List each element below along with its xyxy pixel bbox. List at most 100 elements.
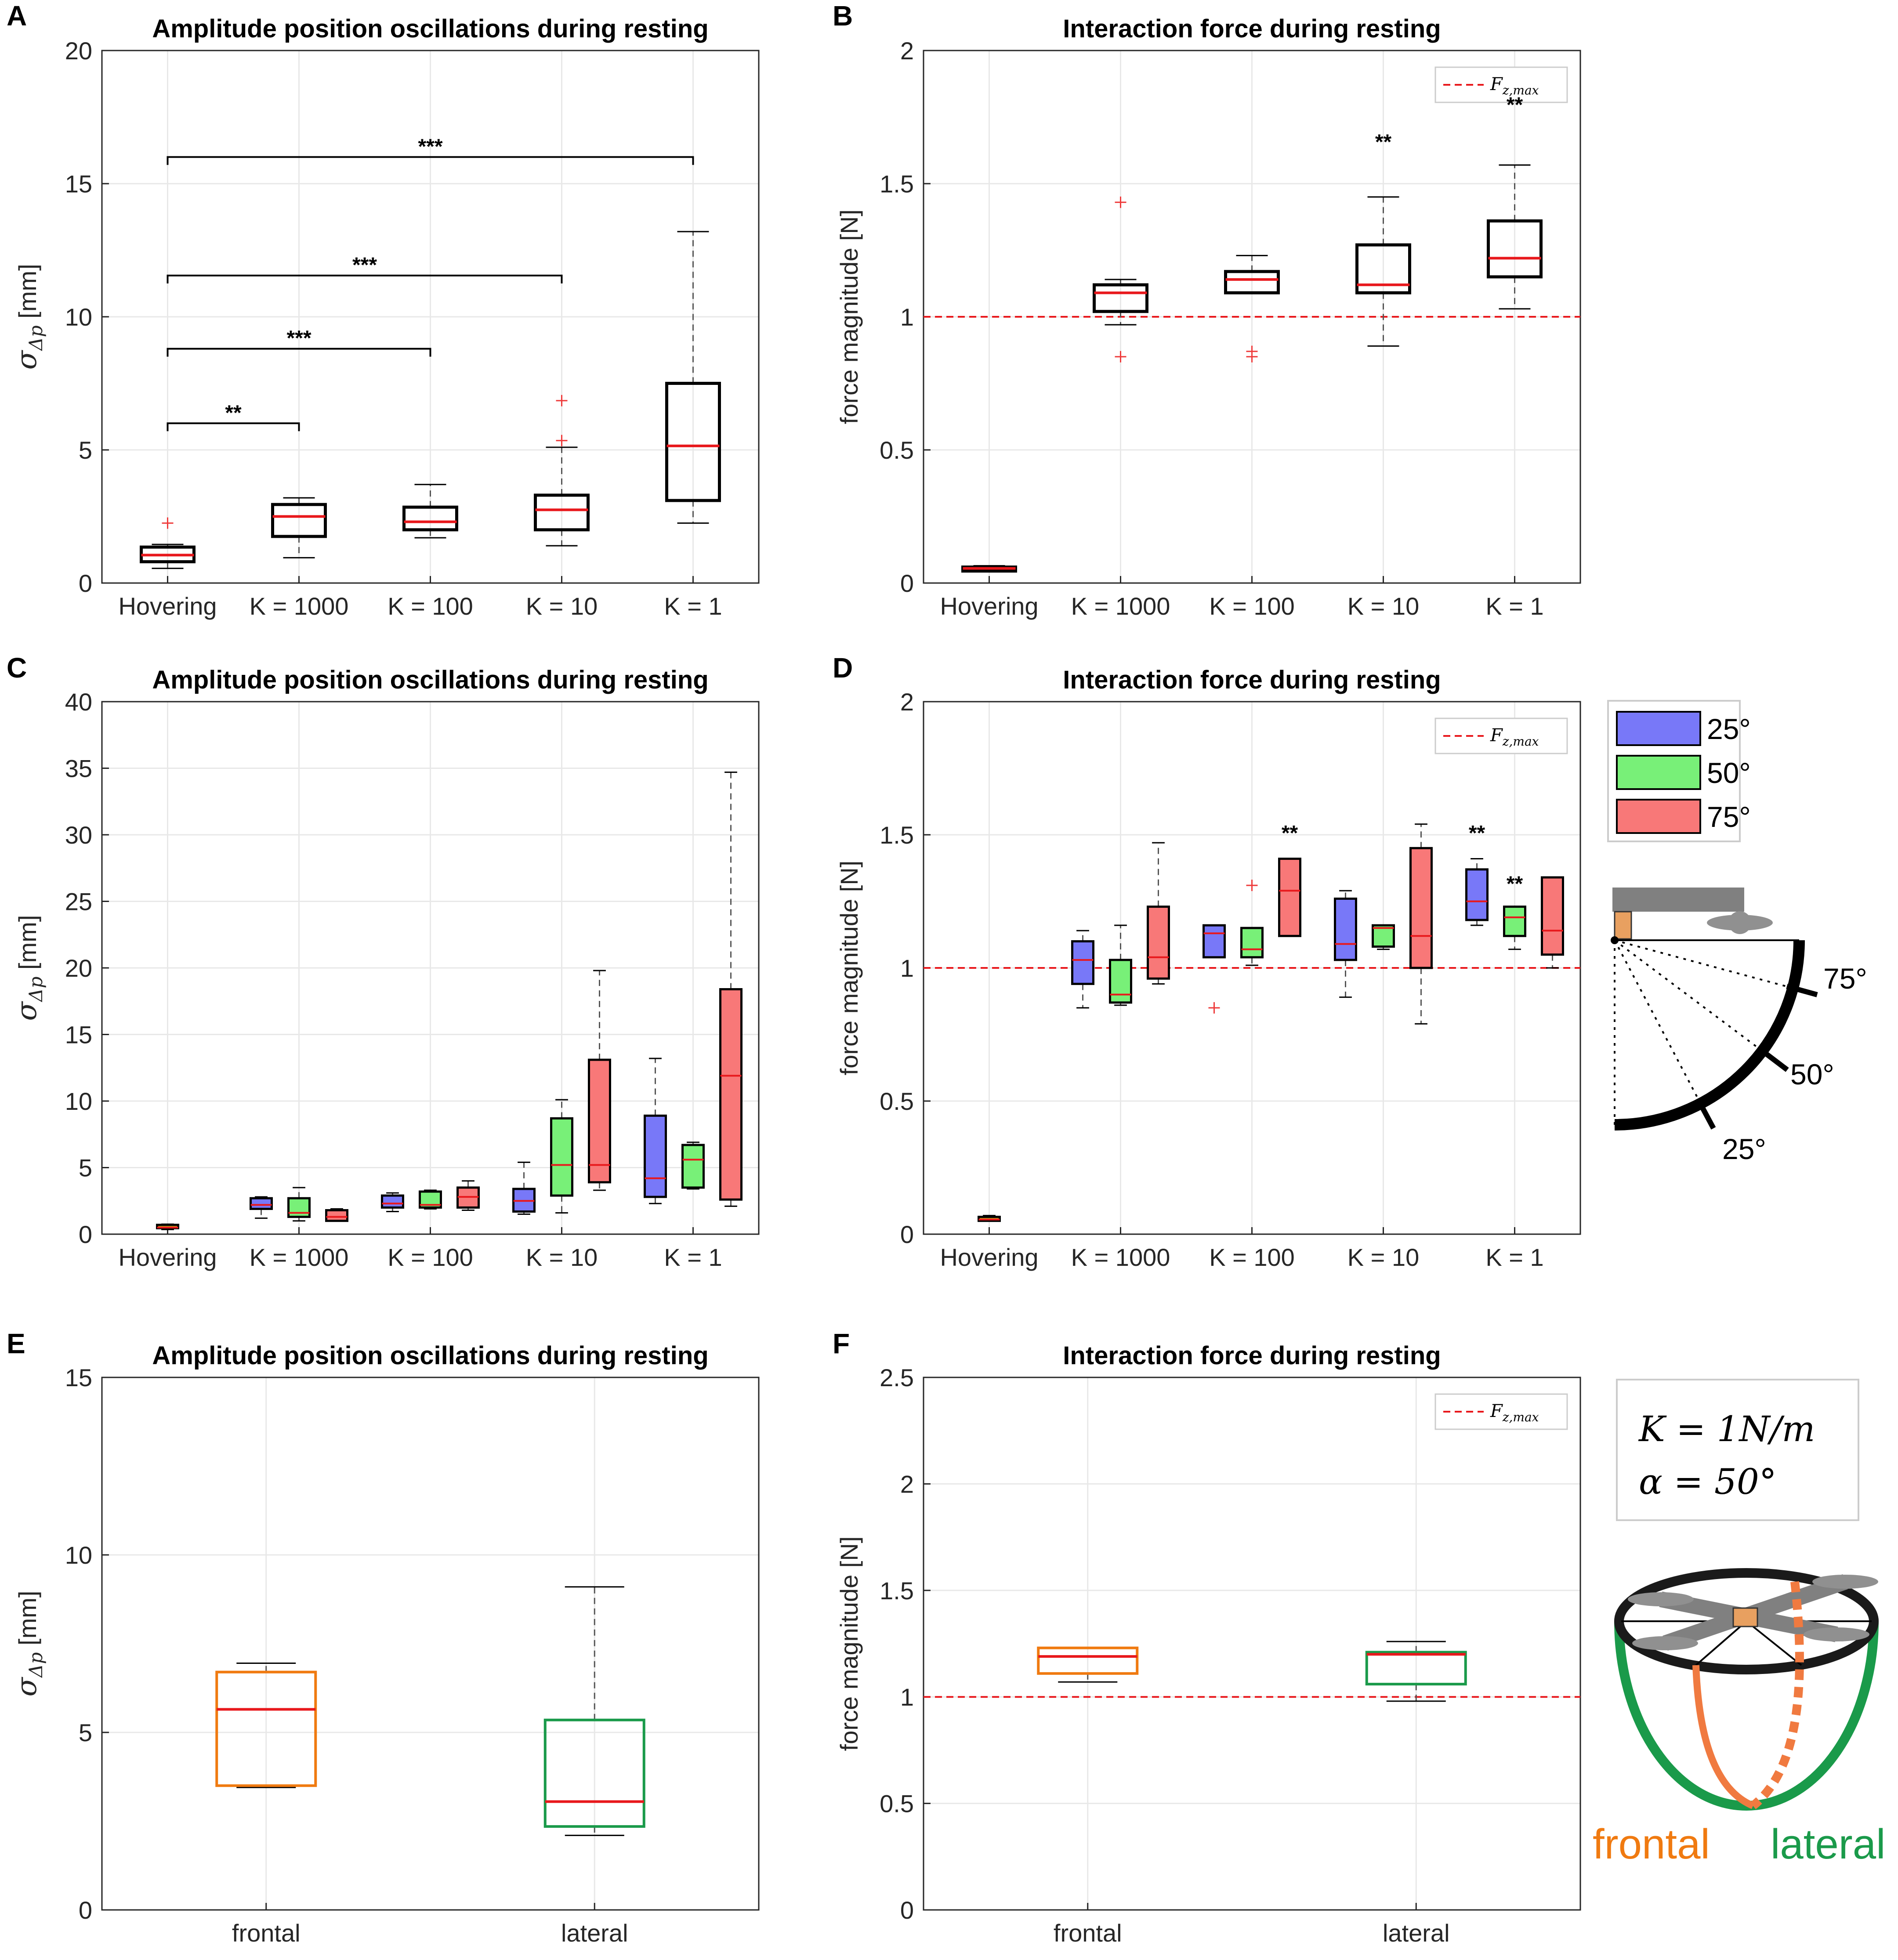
x-tick-label: Hovering [118, 592, 217, 620]
angle-legend-label-75: 75° [1707, 801, 1751, 833]
y-tick-label: 0 [79, 1221, 92, 1248]
x-tick-label: K = 1000 [250, 592, 349, 620]
y-tick-label: 20 [65, 37, 92, 65]
plot-area [923, 1377, 1581, 1911]
box-K=10-25° [1334, 890, 1357, 998]
box-Hovering [156, 1223, 179, 1230]
panel-letter: F [833, 1328, 850, 1359]
box-K=1000-50° [1109, 924, 1132, 1006]
box-K=1000 [1093, 196, 1148, 362]
x-tick-label: K = 1000 [250, 1243, 349, 1271]
box-K=1-50° [681, 1141, 705, 1190]
y-tick-label: 1.5 [880, 821, 914, 849]
y-tick-label: 0.5 [880, 1087, 914, 1115]
box-K=100-50° [1240, 880, 1264, 966]
frontal-path [1692, 1665, 1755, 1809]
y-tick-label: 0.5 [880, 1790, 914, 1818]
rim-spoke-3 [1746, 1620, 1802, 1666]
outlier-marker [556, 435, 568, 446]
y-tick-label: 40 [65, 688, 92, 716]
iqr-box [1372, 924, 1395, 948]
legend-label-main: F [1490, 1401, 1503, 1421]
iqr-box [1409, 847, 1433, 969]
significance-bracket [167, 275, 563, 284]
parameter-box: K = 1N/m α = 50° [1616, 1379, 1859, 1521]
chart-title: Amplitude position oscillations during r… [152, 1341, 708, 1370]
x-tick-label: frontal [232, 1919, 301, 1947]
iqr-box [1365, 1651, 1467, 1686]
iqr-box [287, 1197, 311, 1218]
angle-label-50: 50° [1790, 1058, 1834, 1090]
iqr-box [1487, 219, 1543, 279]
iqr-box [681, 1144, 705, 1189]
y-tick-label: 0 [900, 569, 914, 597]
box-K=100-50° [419, 1189, 442, 1210]
box-K=1-75° [719, 772, 743, 1207]
x-tick-label: Hovering [940, 1243, 1038, 1271]
y-tick-label: 1 [900, 1683, 914, 1711]
box-K=1000 [271, 497, 327, 558]
rotor-4 [1812, 1575, 1878, 1589]
angle-label-25: 25° [1722, 1133, 1766, 1165]
iqr-box [1334, 897, 1357, 961]
iqr-box [1071, 940, 1094, 985]
y-tick-label: 10 [65, 303, 92, 331]
outlier-marker [1246, 345, 1258, 357]
iqr-box [1503, 906, 1526, 937]
y-tick-label: 0 [900, 1896, 914, 1924]
y-axis-label: σΔp [mm] [11, 264, 47, 370]
parameter-box-frame [1616, 1379, 1859, 1521]
box-K=1000-25° [250, 1196, 273, 1219]
hemisphere-diagram: frontal lateral [1593, 1568, 1885, 1868]
panel-C: C Amplitude position oscillations during … [7, 652, 760, 1271]
box-Hovering [961, 565, 1017, 573]
axes-frame [101, 1377, 760, 1911]
x-tick-label: lateral [1383, 1919, 1450, 1947]
y-tick-label: 0.5 [880, 436, 914, 464]
box-K=1000-75° [325, 1208, 348, 1222]
y-tick-label: 1 [900, 303, 914, 331]
tick-50 [1760, 1048, 1789, 1072]
ray-50 [1614, 939, 1774, 1060]
significance-star: ** [1375, 130, 1392, 154]
legend-label: Fz,max [1490, 725, 1539, 749]
outlier-marker [1115, 351, 1126, 362]
x-tick-label: K = 10 [526, 1243, 598, 1271]
panel-letter: C [7, 652, 27, 684]
iqr-box [250, 1197, 273, 1210]
chart-title: Amplitude position oscillations during r… [152, 14, 708, 43]
legend-label: Fz,max [1490, 1401, 1539, 1424]
y-axis-label-symbol: σ [11, 1000, 43, 1021]
panel-F: F Interaction force during resting 0 0.5 1 1.… [833, 1328, 1581, 1947]
rotor-3 [1632, 1636, 1698, 1650]
y-tick-label: 35 [65, 755, 92, 783]
significance-label: *** [418, 135, 442, 158]
x-tick-label: K = 10 [1347, 1243, 1419, 1271]
x-tick-label: K = 1000 [1071, 1243, 1170, 1271]
significance-star: ** [1507, 93, 1523, 116]
legend-label-main: F [1490, 725, 1503, 746]
y-tick-label: 2 [900, 688, 914, 716]
legend-label-subscript: z,max [1502, 1410, 1539, 1424]
propeller-hub [1728, 911, 1751, 934]
y-tick-label: 0 [79, 569, 92, 597]
box-K=1000-25° [1071, 930, 1094, 1009]
iqr-box [1147, 906, 1170, 980]
rotor-1 [1628, 1592, 1694, 1606]
x-tick-label: K = 100 [388, 592, 473, 620]
panel-letter: B [833, 0, 853, 32]
ray-25 [1614, 940, 1703, 1108]
y-tick-label: 15 [65, 1021, 92, 1049]
drone-body [1614, 911, 1632, 940]
box-lateral [543, 1586, 645, 1836]
significance-label: ** [225, 401, 242, 424]
box-K=1 [1487, 164, 1543, 310]
legend-label: Fz,max [1490, 74, 1539, 98]
iqr-box [543, 1718, 645, 1828]
x-tick-label: frontal [1054, 1919, 1122, 1947]
rim-spoke-2 [1695, 1620, 1747, 1666]
iqr-box [1093, 283, 1148, 313]
drone-center [1732, 1607, 1758, 1627]
significance-label: *** [352, 254, 377, 277]
y-tick-label: 5 [79, 1719, 92, 1746]
